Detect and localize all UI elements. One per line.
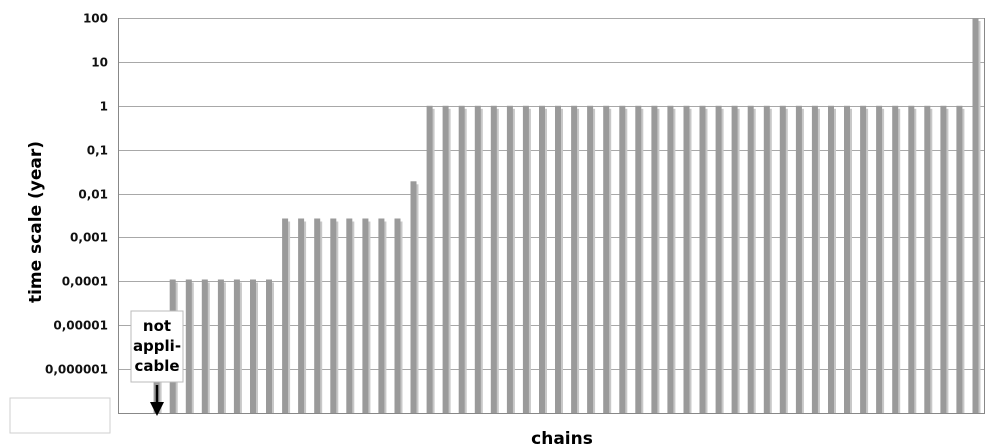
bar (795, 105, 802, 414)
bar (956, 105, 963, 414)
bar (779, 105, 786, 414)
gridlines (118, 18, 985, 370)
bar (185, 279, 192, 413)
bar (892, 105, 899, 414)
bar (844, 105, 850, 414)
bar (811, 105, 818, 414)
bar (346, 218, 353, 413)
bar (458, 105, 465, 414)
bar (876, 105, 883, 414)
y-tick-label: 1 (100, 100, 108, 114)
bar (362, 218, 369, 413)
bar (394, 218, 401, 413)
bar (410, 181, 417, 413)
bar (731, 105, 738, 414)
not-applicable-note: not appli-cable (130, 310, 184, 416)
bar (571, 105, 578, 414)
bar (298, 218, 305, 413)
bar (667, 105, 674, 414)
bar (522, 105, 529, 414)
note-text-line: cable (134, 357, 179, 375)
bar (555, 105, 561, 414)
y-tick-label: 0,1 (87, 144, 108, 158)
bar (282, 218, 289, 413)
y-tick-label: 0,00001 (53, 319, 108, 333)
bar (233, 279, 240, 413)
bar (619, 105, 626, 414)
bar (587, 105, 594, 414)
y-tick-label: 0,000001 (45, 363, 108, 377)
bar (490, 105, 497, 414)
y-tick-labels: 0,000001 0,00001 0,0001 0,001 0,01 0,1 1 10 100 (45, 12, 108, 377)
bar (153, 355, 160, 413)
bar (763, 105, 770, 414)
bars (153, 18, 981, 414)
y-tick-label: 0,0001 (62, 275, 108, 289)
bar (314, 218, 321, 413)
bar (603, 105, 610, 414)
bar (217, 279, 224, 413)
bar (715, 105, 722, 414)
x-axis-title: chains (531, 429, 593, 448)
bar (828, 105, 834, 414)
note-box (130, 310, 184, 383)
y-tick-label: 100 (83, 12, 108, 26)
legend-placeholder-box (9, 397, 111, 434)
bar (908, 105, 915, 414)
bar (378, 218, 385, 413)
y-tick-label: 10 (91, 56, 108, 70)
bar (250, 279, 256, 413)
bar (426, 105, 433, 414)
bar (506, 105, 513, 414)
bar (539, 105, 545, 414)
y-axis-title: time scale (year) (26, 141, 46, 303)
bar (860, 105, 867, 414)
bar (747, 105, 754, 414)
note-text-line: not (143, 317, 171, 335)
bar (474, 105, 481, 414)
bar (442, 105, 449, 414)
y-tick-label: 0,001 (70, 231, 108, 245)
bar (972, 18, 979, 413)
bar (924, 105, 931, 414)
axes (118, 18, 985, 414)
y-tick-label: 0,01 (78, 188, 108, 202)
note-arrow-head (150, 402, 164, 416)
bar (683, 105, 690, 414)
bar (266, 279, 272, 413)
bar (330, 218, 337, 413)
bar (940, 105, 947, 414)
bar (635, 105, 642, 414)
bar (651, 105, 658, 414)
note-text-line: appli- (133, 337, 181, 355)
bar (699, 105, 706, 414)
bar (201, 279, 208, 413)
